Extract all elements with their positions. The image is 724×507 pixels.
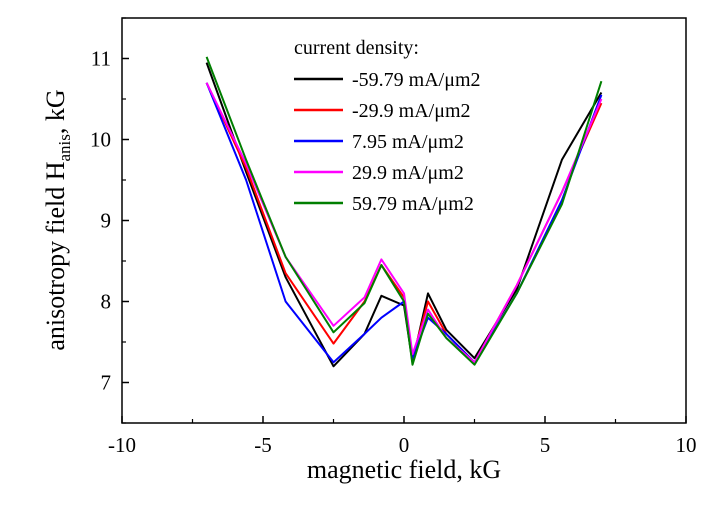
legend-label: 59.79 mA/μm2 (352, 193, 474, 215)
y-tick-label: 9 (101, 209, 112, 233)
legend: current density: -59.79 mA/μm2 -29.9 mA/μ… (294, 37, 481, 215)
y-axis-title: anisotropy field Hanis, kG (41, 89, 74, 350)
legend-title: current density: (294, 37, 419, 59)
y-axis-title-subscript: anis (55, 134, 74, 161)
y-axis-ticks: 7 8 9 10 11 (90, 17, 129, 424)
y-axis-title-suffix: , kG (41, 89, 70, 134)
legend-items: -59.79 mA/μm2 -29.9 mA/μm2 7.95 mA/μm2 29.9… (294, 69, 481, 215)
series-line-2 (205, 82, 603, 364)
x-tick-label: 10 (676, 433, 697, 457)
x-tick-label: -10 (108, 433, 136, 457)
x-tick-label: 5 (540, 433, 551, 457)
y-tick-label: 10 (90, 128, 111, 152)
x-tick-label: 0 (399, 433, 410, 457)
y-axis-title-main: anisotropy field H (41, 161, 70, 350)
legend-label: -59.79 mA/μm2 (352, 69, 481, 91)
y-tick-label: 8 (101, 290, 112, 314)
legend-label: 7.95 mA/μm2 (352, 131, 464, 153)
series-line-5 (205, 56, 603, 366)
x-axis-title: magnetic field, kG (307, 455, 501, 484)
legend-label: 29.9 mA/μm2 (352, 162, 464, 184)
y-tick-label: 7 (101, 371, 112, 395)
legend-label: -29.9 mA/μm2 (352, 100, 471, 122)
x-tick-label: -5 (254, 433, 272, 457)
y-tick-label: 11 (91, 47, 111, 71)
x-axis-ticks: -10 -5 0 5 10 (108, 416, 697, 457)
series-lines (205, 56, 603, 368)
